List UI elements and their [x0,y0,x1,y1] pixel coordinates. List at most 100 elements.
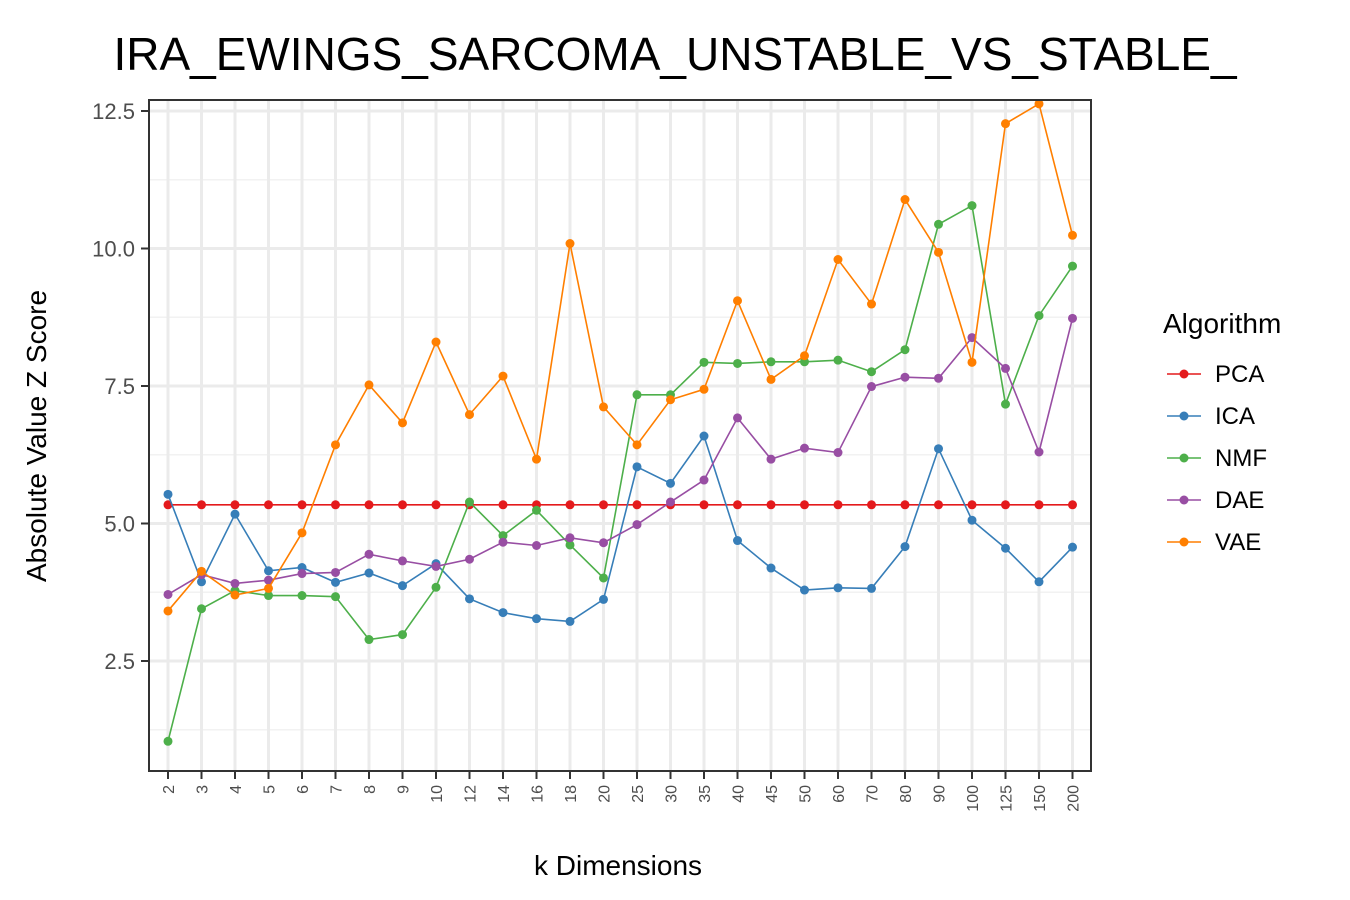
x-tick-label: 25 [630,785,647,803]
data-point-nmf [632,390,642,400]
data-point-ica [565,616,575,626]
legend-title: Algorithm [1163,308,1281,339]
data-point-ica [1001,543,1010,553]
x-tick-label: 6 [295,785,312,794]
data-point-dae [800,443,809,453]
data-point-vae [867,299,876,309]
data-point-vae [733,296,742,306]
data-point-vae [766,374,776,384]
data-point-pca [867,500,876,510]
x-tick-label: 35 [697,785,714,803]
data-point-vae [1068,230,1077,240]
x-tick-label: 60 [831,785,848,803]
data-point-pca [398,500,407,510]
data-point-dae [632,520,642,530]
data-point-ica [163,489,173,499]
x-tick-label: 30 [664,785,681,803]
x-tick-label: 14 [496,785,513,803]
data-point-nmf [364,635,374,645]
data-point-dae [264,575,273,585]
x-axis: 2 3 4 5 6 7 8 9 10 12 14 16 18 20 25 30 35 40 45 50 60 70 80 90… [161,771,1083,812]
chart-title: IRA_EWINGS_SARCOMA_UNSTABLE_VS_STABLE_ [113,28,1238,80]
data-point-ica [800,585,809,595]
legend-label: PCA [1215,361,1264,388]
x-tick-label: 80 [898,785,915,803]
legend-key-point [1179,369,1189,379]
x-tick-label: 8 [362,785,379,794]
y-tick-label: 7.5 [104,374,135,399]
x-tick-label: 125 [999,785,1016,812]
panel-background [149,100,1091,771]
data-point-pca [197,500,206,510]
data-point-dae [565,533,575,543]
data-point-pca [733,500,742,510]
data-point-vae [297,528,307,538]
data-point-ica [1068,542,1077,552]
data-point-ica [867,583,876,593]
data-point-dae [666,497,675,507]
legend-key-point [1179,495,1189,505]
data-point-ica [666,478,675,488]
series-line-nmf [167,204,1074,742]
data-point-nmf [599,573,608,583]
data-point-dae [398,556,407,566]
legend-item-dae: DAE [1167,487,1264,514]
data-point-dae [163,589,173,599]
data-point-pca [565,500,575,510]
data-point-ica [465,594,474,604]
legend-item-vae: VAE [1167,529,1261,556]
x-tick-label: 45 [764,785,781,803]
series-pca [163,500,1077,510]
data-point-vae [599,402,608,412]
data-point-nmf [1068,261,1077,271]
data-point-pca [431,500,441,510]
x-tick-label: 50 [798,785,815,803]
legend-item-pca: PCA [1167,361,1264,388]
data-point-vae [565,239,575,249]
data-point-dae [532,541,541,550]
data-point-vae [364,380,374,390]
data-point-ica [599,594,608,604]
data-point-dae [766,454,776,464]
data-point-vae [498,371,508,381]
data-point-pca [800,500,809,510]
legend-label: NMF [1215,445,1267,472]
data-point-pca [833,500,843,510]
data-point-nmf [532,505,541,515]
data-point-pca [1001,500,1010,510]
data-point-ica [331,577,340,587]
data-point-vae [666,395,675,405]
data-point-vae [197,566,206,576]
data-point-ica [398,581,407,591]
data-point-pca [331,500,340,510]
data-point-ica [967,515,977,525]
data-point-ica [833,583,843,593]
y-tick-label: 5.0 [104,512,135,537]
data-point-dae [1068,313,1077,323]
data-point-pca [599,500,608,510]
data-point-vae [699,384,709,394]
data-point-vae [431,337,441,347]
data-point-dae [1001,363,1010,373]
data-point-nmf [331,592,340,602]
y-tick-label: 12.5 [92,99,135,124]
data-point-ica [364,568,374,578]
data-point-vae [230,590,240,600]
legend-key-point [1179,453,1189,463]
data-point-nmf [934,219,943,229]
data-point-ica [264,566,273,576]
series-line-dae [167,318,1074,596]
data-point-ica [632,462,642,472]
y-axis: 2.5 5.0 7.5 10.0 12.5 [92,99,149,674]
legend-label: ICA [1215,403,1255,430]
data-point-ica [766,563,776,573]
data-point-pca [766,500,776,510]
data-point-pca [498,500,508,510]
data-point-ica [900,542,910,552]
data-point-vae [900,195,910,205]
legend-item-ica: ICA [1167,403,1255,430]
data-point-vae [833,255,843,264]
data-point-vae [1001,119,1010,129]
data-point-vae [632,440,642,450]
data-point-dae [1034,447,1044,457]
